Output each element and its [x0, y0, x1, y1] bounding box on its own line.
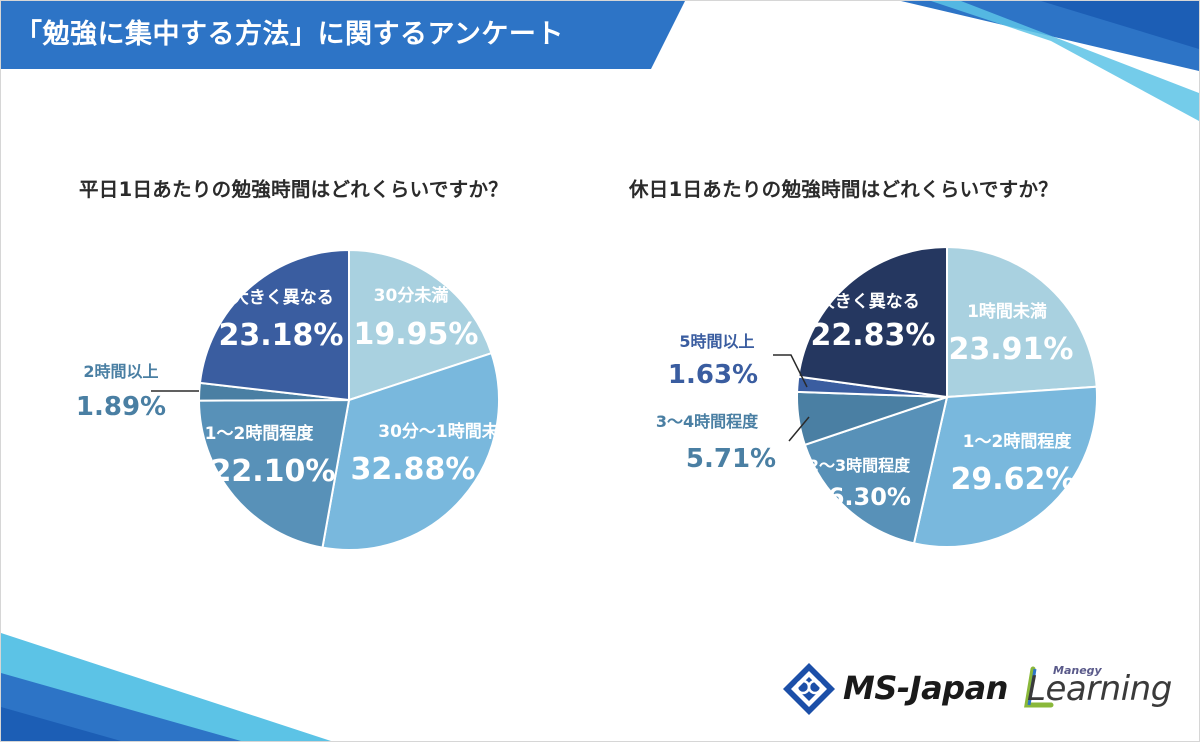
slice-label: 2時間以上 [83, 362, 158, 381]
pie-chart-2: 1時間未満 23.91% 1〜2時間程度 29.62% 2〜3時間程度 16.30% 3〜4… [656, 245, 1099, 548]
slice-label: 日によって大きく異なる [148, 287, 334, 308]
chart2-title: 休日1日あたりの勉強時間はどれくらいですか？ [629, 178, 1059, 201]
page-title: 「勉強に集中する方法」に関するアンケート [15, 19, 564, 50]
pie-chart-1: 30分未満 19.95% 30分〜1時間未満 32.88% 1〜2時間程度 22.10% 2… [76, 248, 516, 551]
slice-label: 5時間以上 [679, 332, 754, 351]
pie-slice [946, 245, 1098, 399]
slice-percent: 16.30% [811, 483, 911, 511]
leader-line [788, 416, 810, 442]
slice-percent: 19.95% [354, 317, 479, 352]
learning-logo-text: Learning [1027, 669, 1172, 709]
slice-percent: 22.10% [211, 454, 336, 489]
pie-slice [912, 385, 1099, 548]
slice-percent: 1.63% [668, 360, 758, 390]
ms-japan-logo-text: MS-Japan [843, 669, 1008, 707]
slice-percent: 29.62% [951, 462, 1076, 497]
ms-japan-logo-icon [783, 663, 835, 715]
slice-label: 30分〜1時間未満 [378, 421, 516, 442]
title-banner [1, 1, 685, 69]
chart1-title: 平日1日あたりの勉強時間はどれくらいですか？ [79, 178, 509, 201]
slice-percent: 5.71% [686, 444, 776, 474]
pie-slice [198, 248, 350, 402]
learning-logo-icon [1024, 666, 1054, 708]
slice-percent: 32.88% [351, 452, 476, 487]
pie-slice [348, 248, 493, 402]
slice-percent: 23.91% [949, 332, 1074, 367]
slice-percent: 1.89% [76, 392, 166, 422]
slice-label: 2〜3時間程度 [808, 456, 911, 475]
top-right-dark [1041, 1, 1199, 49]
slice-percent: 22.83% [811, 318, 936, 353]
slice-label: 1〜2時間程度 [205, 423, 315, 444]
slice-label: 1〜2時間程度 [963, 431, 1073, 452]
leader-line [773, 354, 808, 388]
slice-label: 3〜4時間程度 [656, 412, 759, 431]
pie-slice [321, 351, 500, 551]
slice-percent: 23.18% [219, 318, 344, 353]
pie-slice [197, 398, 351, 549]
slice-label: 30分未満 [374, 285, 449, 306]
bottom-left-dark [1, 707, 121, 741]
pie-slice [797, 245, 948, 399]
learning-logo-subtitle: Manegy [1053, 664, 1102, 677]
slice-label: 1時間未満 [967, 301, 1047, 322]
slice-label: 日によって大きく異なる [734, 291, 920, 312]
